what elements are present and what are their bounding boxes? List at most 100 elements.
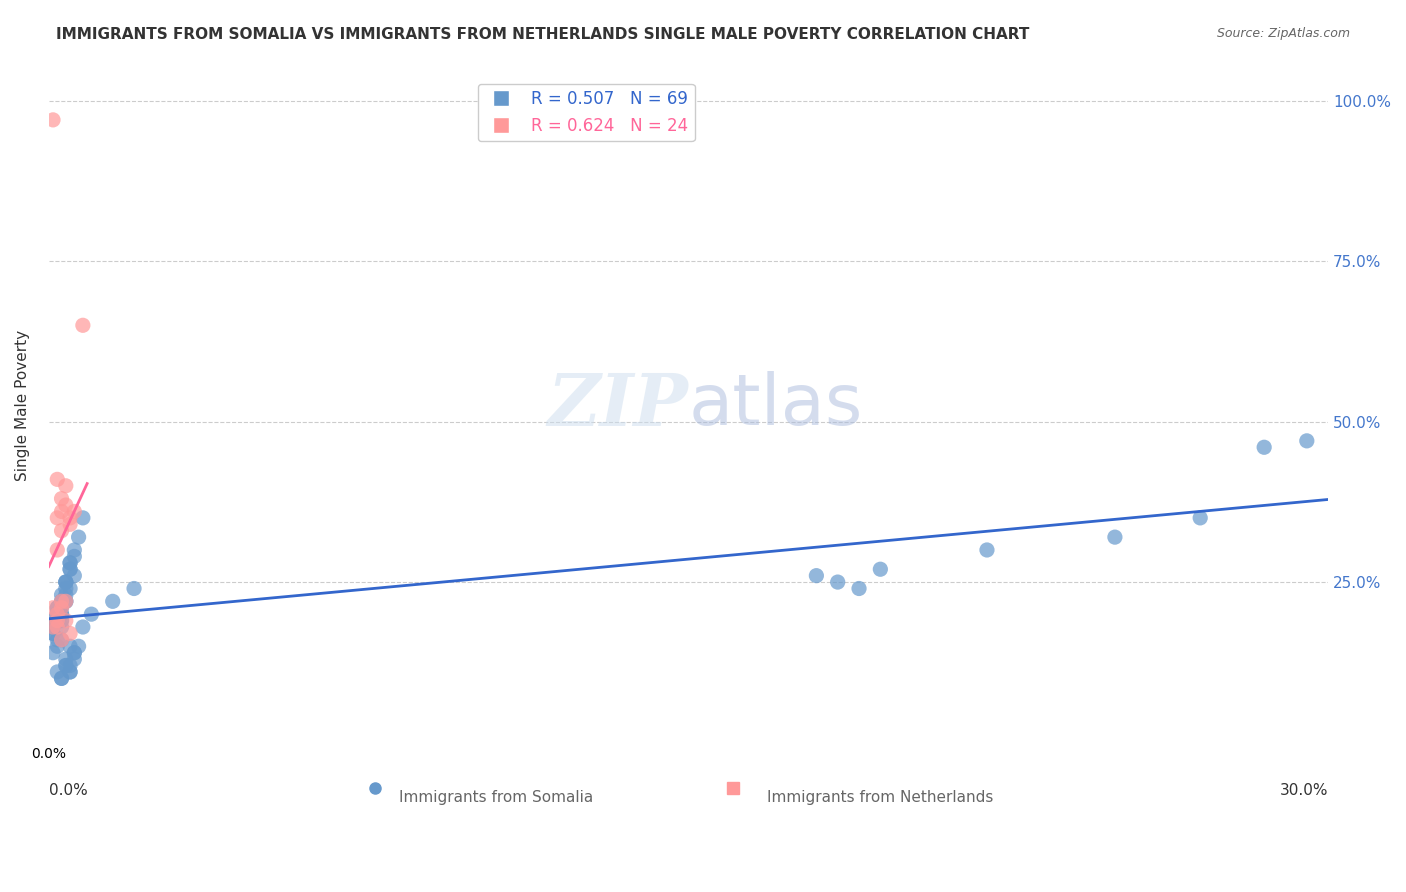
Point <box>55 479 77 493</box>
Point <box>72 511 94 525</box>
Point <box>46 511 69 525</box>
Point <box>63 504 86 518</box>
Point <box>51 600 73 615</box>
Point <box>51 620 73 634</box>
Point <box>55 582 77 596</box>
Point <box>51 672 73 686</box>
Point <box>46 600 69 615</box>
Point <box>46 614 69 628</box>
Point <box>72 620 94 634</box>
Point <box>46 632 69 647</box>
Point <box>51 614 73 628</box>
Point <box>55 652 77 666</box>
Point <box>55 588 77 602</box>
Legend: R = 0.507   N = 69, R = 0.624   N = 24: R = 0.507 N = 69, R = 0.624 N = 24 <box>478 84 695 141</box>
Point <box>42 620 65 634</box>
Point <box>59 556 82 570</box>
Point <box>1295 434 1317 448</box>
Point <box>46 640 69 654</box>
Point <box>1189 511 1212 525</box>
Point <box>51 614 73 628</box>
Point <box>46 614 69 628</box>
Point <box>1104 530 1126 544</box>
Point <box>55 498 77 512</box>
Point <box>59 562 82 576</box>
Point <box>51 607 73 622</box>
Point <box>51 632 73 647</box>
Point <box>63 568 86 582</box>
Point <box>42 626 65 640</box>
Point <box>51 491 73 506</box>
Y-axis label: Single Male Poverty: Single Male Poverty <box>15 330 30 481</box>
Point <box>63 549 86 564</box>
Point <box>46 665 69 679</box>
Point <box>59 562 82 576</box>
Point <box>63 652 86 666</box>
Point <box>101 594 124 608</box>
Point <box>51 600 73 615</box>
Text: Immigrants from Netherlands: Immigrants from Netherlands <box>768 789 994 805</box>
Point <box>42 620 65 634</box>
Text: atlas: atlas <box>689 371 863 440</box>
Point <box>42 614 65 628</box>
Point <box>42 626 65 640</box>
Point <box>1253 440 1275 454</box>
Point <box>63 646 86 660</box>
Point <box>55 575 77 590</box>
Point <box>848 582 870 596</box>
Point <box>827 575 849 590</box>
Point <box>46 607 69 622</box>
Point <box>55 614 77 628</box>
Point <box>72 318 94 333</box>
Point <box>869 562 891 576</box>
Point <box>59 517 82 532</box>
Point <box>976 543 998 558</box>
Text: IMMIGRANTS FROM SOMALIA VS IMMIGRANTS FROM NETHERLANDS SINGLE MALE POVERTY CORRE: IMMIGRANTS FROM SOMALIA VS IMMIGRANTS FR… <box>56 27 1029 42</box>
Text: 0.0%: 0.0% <box>49 783 87 798</box>
Point <box>46 620 69 634</box>
Point <box>55 594 77 608</box>
Point <box>51 594 73 608</box>
Point <box>42 646 65 660</box>
Point <box>55 658 77 673</box>
Point <box>51 594 73 608</box>
Point <box>59 665 82 679</box>
Point <box>51 594 73 608</box>
Point <box>59 665 82 679</box>
Point <box>46 607 69 622</box>
Point <box>59 658 82 673</box>
Text: ZIP: ZIP <box>547 370 689 441</box>
Point <box>42 112 65 127</box>
Point <box>46 472 69 486</box>
Point <box>55 658 77 673</box>
Text: Immigrants from Somalia: Immigrants from Somalia <box>399 789 593 805</box>
Point <box>51 588 73 602</box>
Point <box>59 640 82 654</box>
Point <box>46 607 69 622</box>
Point <box>63 646 86 660</box>
Point <box>51 524 73 538</box>
Point <box>55 575 77 590</box>
Point <box>63 543 86 558</box>
Point <box>51 632 73 647</box>
Point <box>51 672 73 686</box>
Point <box>46 607 69 622</box>
Point <box>46 600 69 615</box>
Point <box>80 607 103 622</box>
Point <box>806 568 828 582</box>
Point <box>59 556 82 570</box>
Point <box>51 607 73 622</box>
Point <box>67 530 90 544</box>
Text: Source: ZipAtlas.com: Source: ZipAtlas.com <box>1216 27 1350 40</box>
Point <box>46 543 69 558</box>
Point <box>55 575 77 590</box>
Point <box>122 582 145 596</box>
Point <box>55 594 77 608</box>
Point <box>42 620 65 634</box>
Point <box>59 582 82 596</box>
Point <box>55 594 77 608</box>
Point <box>67 640 90 654</box>
Point <box>46 614 69 628</box>
Text: 30.0%: 30.0% <box>1279 783 1329 798</box>
Point <box>59 511 82 525</box>
